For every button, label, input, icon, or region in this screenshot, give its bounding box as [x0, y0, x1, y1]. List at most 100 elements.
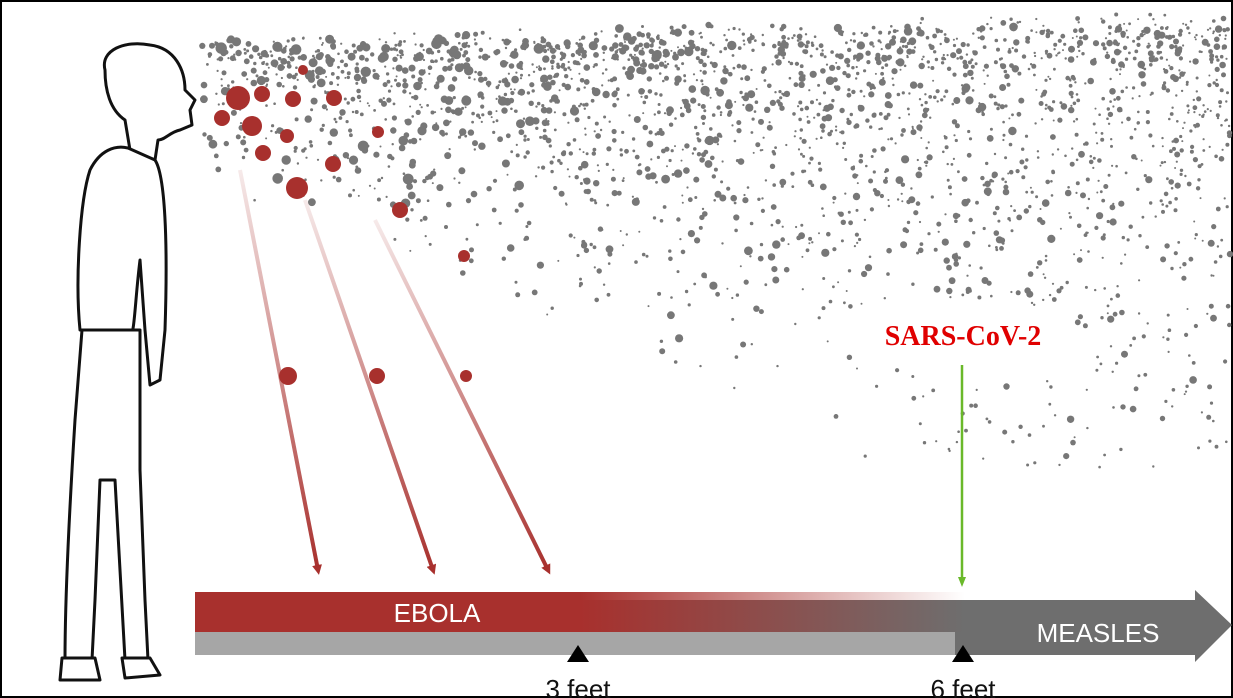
aerosol-particle: [831, 99, 834, 102]
aerosol-particle: [951, 163, 954, 166]
aerosol-particle: [518, 202, 524, 208]
aerosol-particle: [603, 116, 606, 119]
aerosol-particle: [1044, 79, 1047, 82]
aerosol-particle: [1114, 49, 1121, 56]
aerosol-particle: [790, 172, 794, 176]
aerosol-particle: [904, 27, 913, 36]
aerosol-particle: [659, 93, 662, 96]
aerosol-particle: [353, 50, 357, 54]
aerosol-particle: [330, 128, 338, 136]
aerosol-particle: [811, 241, 813, 243]
aerosol-particle: [253, 199, 256, 202]
aerosol-particle: [780, 51, 786, 57]
aerosol-particle: [593, 66, 595, 68]
aerosol-particle: [1075, 133, 1079, 137]
aerosol-particle: [320, 128, 324, 132]
aerosol-particle: [1073, 120, 1075, 122]
aerosol-particle: [866, 60, 870, 64]
aerosol-particle: [1149, 201, 1152, 204]
aerosol-particle: [1204, 110, 1207, 113]
aerosol-particle: [1225, 143, 1229, 147]
aerosol-particle: [670, 26, 674, 30]
aerosol-particle: [901, 200, 903, 202]
aerosol-particle: [983, 184, 986, 187]
aerosol-particle: [486, 186, 491, 191]
aerosol-particle: [1168, 118, 1171, 121]
aerosol-particle: [550, 59, 555, 64]
aerosol-particle: [1213, 81, 1216, 84]
aerosol-particle: [384, 51, 386, 53]
aerosol-particle: [925, 160, 929, 164]
aerosol-particle: [1181, 276, 1186, 281]
aerosol-particle: [584, 189, 589, 194]
aerosol-particle: [390, 85, 392, 87]
aerosol-particle: [946, 265, 952, 271]
aerosol-particle: [1219, 255, 1223, 259]
aerosol-particle: [547, 120, 550, 123]
aerosol-particle: [349, 156, 358, 165]
aerosol-particle: [403, 78, 407, 82]
aerosol-particle: [1049, 78, 1051, 80]
aerosol-particle: [1077, 257, 1083, 263]
aerosol-particle: [1084, 82, 1086, 84]
aerosol-particle: [841, 220, 846, 225]
aerosol-particle: [725, 39, 728, 42]
aerosol-particle: [1126, 117, 1131, 122]
aerosol-particle: [317, 159, 319, 161]
aerosol-particle: [954, 258, 958, 262]
aerosol-particle: [265, 137, 267, 139]
aerosol-particle: [1060, 228, 1062, 230]
aerosol-particle: [705, 138, 711, 144]
aerosol-particle: [419, 104, 421, 106]
aerosol-particle: [1147, 322, 1149, 324]
aerosol-particle: [1219, 62, 1226, 69]
aerosol-particle: [434, 84, 440, 90]
aerosol-particle: [832, 196, 836, 200]
aerosol-particle: [1030, 187, 1032, 189]
aerosol-particle: [819, 43, 824, 48]
aerosol-particle: [1097, 158, 1102, 163]
aerosol-particle: [968, 264, 971, 267]
aerosol-particle: [712, 44, 715, 47]
aerosol-particle: [984, 64, 989, 69]
aerosol-particle: [811, 183, 815, 187]
aerosol-particle: [752, 118, 755, 121]
aerosol-particle: [458, 182, 460, 184]
aerosol-particle: [1175, 50, 1181, 56]
aerosol-particle: [639, 68, 646, 75]
aerosol-particle: [948, 185, 952, 189]
aerosol-particle: [701, 115, 706, 120]
aerosol-particle: [493, 50, 497, 54]
aerosol-particle: [861, 303, 863, 305]
aerosol-particle: [871, 155, 874, 158]
aerosol-particle: [924, 101, 927, 104]
aerosol-particle: [844, 193, 846, 195]
aerosol-particle: [820, 136, 823, 139]
aerosol-particle: [399, 145, 406, 152]
aerosol-particle: [881, 146, 886, 151]
aerosol-particle: [1228, 125, 1230, 127]
aerosol-particle: [1221, 16, 1227, 22]
aerosol-particle: [681, 250, 686, 255]
aerosol-particle: [794, 82, 799, 87]
aerosol-particle: [911, 396, 916, 401]
aerosol-particle: [696, 56, 700, 60]
aerosol-particle: [256, 74, 259, 77]
aerosol-particle: [375, 74, 378, 77]
aerosol-particle: [1174, 197, 1178, 201]
aerosol-particle: [822, 306, 826, 310]
aerosol-particle: [1043, 273, 1045, 275]
aerosol-particle: [606, 204, 609, 207]
aerosol-particle: [455, 32, 461, 38]
aerosol-particle: [1162, 84, 1166, 88]
aerosol-particle: [1173, 138, 1179, 144]
aerosol-particle: [370, 52, 374, 56]
aerosol-particle: [392, 115, 397, 120]
aerosol-particle: [800, 108, 804, 112]
aerosol-particle: [413, 33, 415, 35]
aerosol-particle: [1188, 354, 1191, 357]
aerosol-particle: [907, 221, 910, 224]
aerosol-particle: [1120, 404, 1125, 409]
aerosol-particle: [925, 165, 927, 167]
aerosol-particle: [823, 105, 830, 112]
